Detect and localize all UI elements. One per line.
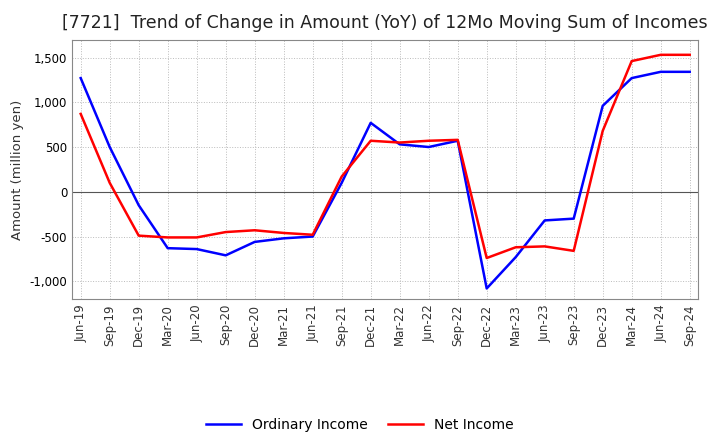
Ordinary Income (570, 216, 578, 221)
Net Income (570, 248, 578, 253)
Ordinary Income (192, 246, 201, 252)
Ordinary Income (685, 69, 694, 74)
Ordinary Income (541, 218, 549, 223)
Ordinary Income (105, 144, 114, 150)
Ordinary Income (279, 236, 288, 241)
Net Income (685, 52, 694, 58)
Net Income (541, 244, 549, 249)
Net Income (482, 255, 491, 260)
Legend: Ordinary Income, Net Income: Ordinary Income, Net Income (200, 412, 520, 437)
Ordinary Income (424, 144, 433, 150)
Net Income (105, 180, 114, 186)
Ordinary Income (221, 253, 230, 258)
Net Income (454, 137, 462, 143)
Line: Ordinary Income: Ordinary Income (81, 72, 690, 289)
Ordinary Income (627, 75, 636, 81)
Net Income (279, 230, 288, 235)
Net Income (657, 52, 665, 58)
Net Income (192, 235, 201, 240)
Net Income (511, 245, 520, 250)
Ordinary Income (135, 202, 143, 208)
Net Income (424, 138, 433, 143)
Net Income (251, 227, 259, 233)
Title: [7721]  Trend of Change in Amount (YoY) of 12Mo Moving Sum of Incomes: [7721] Trend of Change in Amount (YoY) o… (63, 15, 708, 33)
Net Income (627, 59, 636, 64)
Net Income (76, 111, 85, 117)
Net Income (338, 174, 346, 179)
Net Income (163, 235, 172, 240)
Net Income (221, 229, 230, 235)
Ordinary Income (511, 254, 520, 260)
Ordinary Income (338, 180, 346, 186)
Line: Net Income: Net Income (81, 55, 690, 258)
Ordinary Income (395, 142, 404, 147)
Ordinary Income (163, 246, 172, 251)
Net Income (366, 138, 375, 143)
Ordinary Income (482, 286, 491, 291)
Ordinary Income (76, 75, 85, 81)
Ordinary Income (366, 120, 375, 125)
Ordinary Income (308, 234, 317, 239)
Ordinary Income (598, 103, 607, 109)
Ordinary Income (657, 69, 665, 74)
Ordinary Income (454, 138, 462, 143)
Net Income (598, 128, 607, 134)
Ordinary Income (251, 239, 259, 245)
Net Income (135, 233, 143, 238)
Y-axis label: Amount (million yen): Amount (million yen) (11, 99, 24, 239)
Net Income (395, 140, 404, 145)
Net Income (308, 232, 317, 238)
